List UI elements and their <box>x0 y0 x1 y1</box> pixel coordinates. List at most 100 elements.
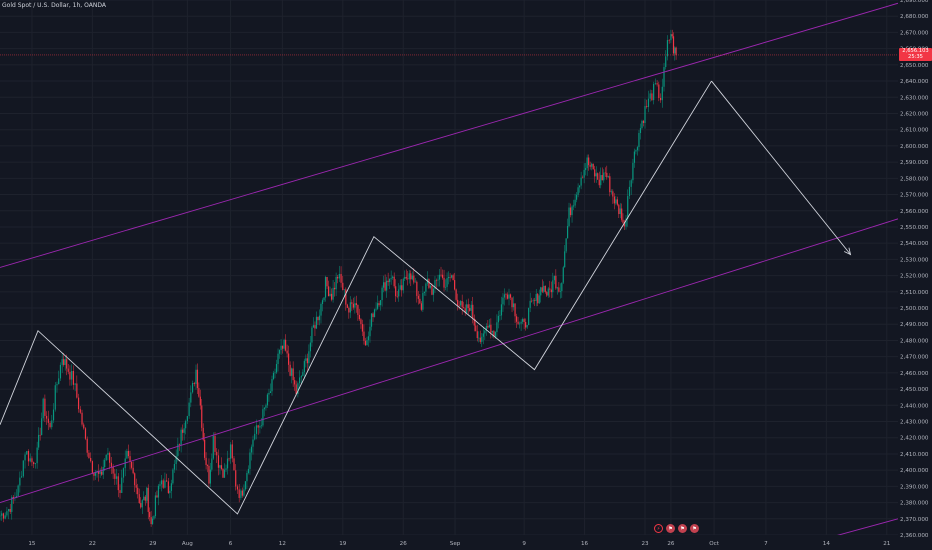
candle-body <box>586 157 588 169</box>
candle-body <box>127 450 130 457</box>
candle-body <box>499 315 501 317</box>
candle-body <box>231 444 233 459</box>
price-tick-label: 2,400.000 <box>900 468 929 474</box>
time-tick-label: 21 <box>883 541 891 547</box>
candle-body <box>438 274 441 280</box>
candle-body <box>69 371 71 380</box>
candle-body <box>243 489 245 496</box>
candle-body <box>546 292 548 296</box>
candle-body <box>496 322 498 333</box>
candle-body <box>295 384 297 394</box>
candle-body <box>405 276 407 279</box>
time-tick-label: 26 <box>400 541 408 547</box>
candle-body <box>286 350 288 354</box>
candle-body <box>9 508 11 512</box>
event-flag-icon-2[interactable]: ⚑ <box>678 524 687 533</box>
candle-body <box>561 282 563 292</box>
price-tick-label: 2,440.000 <box>900 403 929 409</box>
candle-body <box>329 293 331 297</box>
candle-body <box>34 463 37 465</box>
time-tick-label: Oct <box>709 541 719 547</box>
candle-body <box>202 427 204 440</box>
candle-body <box>349 302 351 313</box>
candle-body <box>610 191 612 193</box>
candle-body <box>641 120 643 129</box>
candle-body <box>74 383 76 385</box>
candle-body <box>294 380 296 385</box>
candle-body <box>330 293 333 300</box>
time-axis: 15 22 29 Aug 6 12 19 26 Sep 9 16 23 26 Oct 7 14 21 <box>28 541 891 547</box>
time-tick-label: 26 <box>667 541 675 547</box>
chart-area[interactable]: Gold Spot / U.S. Dollar, 1h, OANDA ⚡ ⚑ ⚑… <box>0 0 898 535</box>
candle-body <box>447 276 450 279</box>
candle-body <box>1 513 3 516</box>
candle-body <box>11 497 13 512</box>
price-tick-label: 2,420.000 <box>900 436 929 442</box>
candle-body <box>42 398 44 419</box>
candle-body <box>615 199 617 204</box>
candle-body <box>17 485 19 496</box>
candle-body <box>410 273 412 280</box>
candle-body <box>478 337 480 339</box>
candle-body <box>376 303 379 309</box>
price-scale[interactable]: 2,360.000 2,370.000 2,380.000 2,390.000 2,40… <box>898 0 932 550</box>
candle-body <box>444 286 447 288</box>
candle-body <box>508 294 510 299</box>
candle-body <box>491 330 493 333</box>
candle-body <box>38 434 40 448</box>
candle-body <box>159 484 161 486</box>
candle-body <box>212 435 214 459</box>
candle-body <box>505 294 507 295</box>
candle-body <box>396 296 398 297</box>
candle-body <box>659 97 662 101</box>
candle-body <box>351 302 353 304</box>
candle-body <box>361 324 364 332</box>
candle-body <box>621 208 623 220</box>
price-chart[interactable] <box>0 0 898 535</box>
candle-body <box>51 420 53 428</box>
price-tick-label: 2,590.000 <box>900 160 929 166</box>
candle-body <box>72 370 74 385</box>
candle-body <box>472 304 474 319</box>
candle-body <box>613 196 615 204</box>
candle-body <box>58 378 60 385</box>
candle-body <box>585 168 587 170</box>
candle-body <box>622 219 624 223</box>
candle-body <box>114 473 116 479</box>
candle-body <box>656 83 658 85</box>
candle-body <box>283 339 285 349</box>
candle-body <box>628 186 631 197</box>
candle-body <box>324 277 327 298</box>
candle-body <box>526 325 528 328</box>
event-flag-icon-3[interactable]: ⚑ <box>690 524 699 533</box>
projection-arrow-line <box>711 80 851 255</box>
candle-body <box>404 276 406 279</box>
symbol-title[interactable]: Gold Spot / U.S. Dollar, 1h, OANDA <box>2 2 106 9</box>
candle-body <box>528 307 530 326</box>
candle-body <box>369 326 371 337</box>
candle-body <box>372 313 374 318</box>
candle-body <box>565 238 567 252</box>
candle-body <box>482 333 484 337</box>
current-price-tag: 2,656.103 25:35 <box>899 48 932 62</box>
candle-body <box>411 275 413 280</box>
candle-body <box>625 218 627 227</box>
candle-body <box>355 303 357 306</box>
candle-body <box>457 299 459 306</box>
candle-body <box>642 120 645 123</box>
flash-icon[interactable]: ⚡ <box>654 524 663 533</box>
candle-body <box>86 438 88 453</box>
candle-body <box>162 480 164 488</box>
candle-body <box>416 281 418 296</box>
time-scale[interactable]: 15 22 29 Aug 6 12 19 26 Sep 9 16 23 26 Oct 7 14 21 <box>0 535 898 550</box>
candle-body <box>115 476 118 479</box>
candle-body <box>249 452 251 469</box>
candle-body <box>559 291 561 292</box>
candle-body <box>196 369 199 389</box>
event-flag-icon-1[interactable]: ⚑ <box>666 524 675 533</box>
price-tick-label: 2,620.000 <box>900 111 929 117</box>
candle-body <box>271 379 273 392</box>
candle-body <box>169 490 171 494</box>
candle-body <box>384 282 386 291</box>
price-tick-label: 2,580.000 <box>900 176 929 182</box>
